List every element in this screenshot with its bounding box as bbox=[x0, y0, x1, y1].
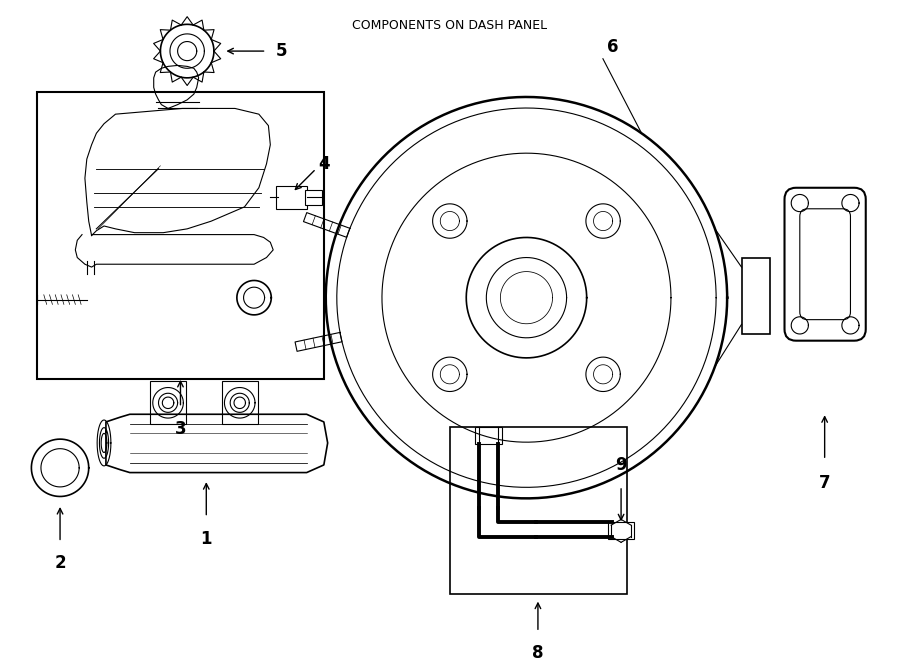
Text: 3: 3 bbox=[175, 420, 186, 438]
Text: 5: 5 bbox=[276, 42, 288, 60]
Bar bbox=[450, 427, 626, 594]
Text: 4: 4 bbox=[318, 155, 329, 173]
Bar bbox=[221, 381, 258, 424]
Text: COMPONENTS ON DASH PANEL: COMPONENTS ON DASH PANEL bbox=[353, 19, 547, 32]
Text: 7: 7 bbox=[819, 473, 831, 492]
Text: 2: 2 bbox=[54, 554, 66, 572]
FancyBboxPatch shape bbox=[800, 209, 850, 320]
FancyBboxPatch shape bbox=[785, 188, 866, 340]
Text: 1: 1 bbox=[201, 530, 212, 548]
Bar bbox=[305, 190, 322, 205]
Bar bbox=[150, 381, 186, 424]
Polygon shape bbox=[106, 414, 328, 473]
Bar bbox=[475, 427, 501, 444]
Bar bbox=[276, 186, 307, 209]
Text: 8: 8 bbox=[532, 644, 544, 661]
Bar bbox=[608, 522, 634, 539]
Text: 9: 9 bbox=[616, 457, 627, 475]
Bar bbox=[742, 258, 770, 334]
Bar bbox=[37, 92, 324, 379]
Text: 6: 6 bbox=[607, 38, 618, 56]
